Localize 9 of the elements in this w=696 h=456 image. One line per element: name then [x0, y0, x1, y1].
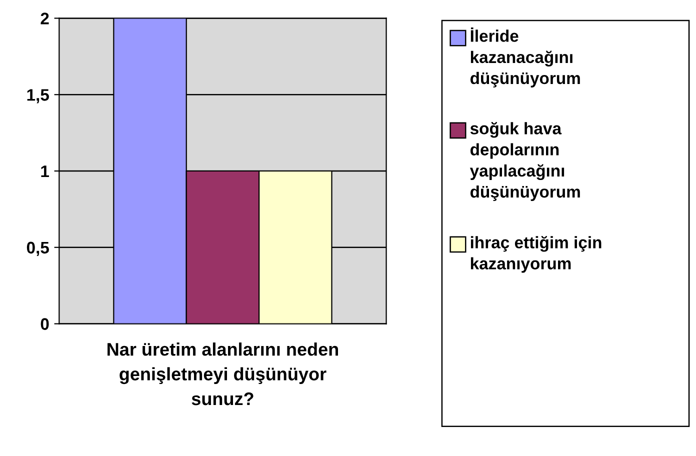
x-axis-title: Nar üretim alanlarını neden genişletmeyi düşünüyor sunuz? [108, 342, 338, 406]
y-tick-label: 2 [40, 12, 49, 24]
y-tick-label: 1,5 [27, 89, 49, 104]
legend-label: ihraç ettiğim için kazanıyorum [470, 236, 602, 273]
legend-label: İleride kazanacağını düşünüyorum [470, 27, 580, 88]
legend-label: soğuk hava depolarının yapılacağını düşünüyorum [470, 122, 580, 202]
y-tick-label: 0,5 [26, 242, 49, 256]
y-tick-label: 0 [40, 318, 49, 330]
y-tick-label: 1 [41, 166, 49, 178]
